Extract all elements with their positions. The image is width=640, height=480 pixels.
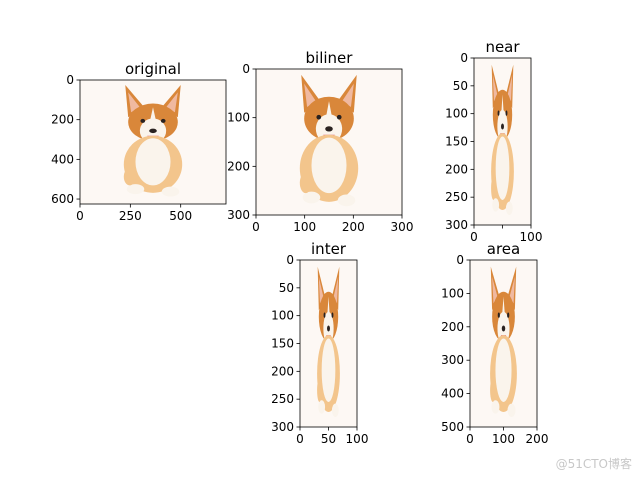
y-tick-label: 500 [441, 420, 464, 434]
x-tick-label: 0 [76, 209, 84, 223]
y-tick-label: 400 [441, 387, 464, 401]
x-tick-label: 100 [346, 432, 369, 446]
dog-image [80, 80, 226, 204]
x-tick-label: 200 [342, 220, 365, 234]
y-tick-label: 0 [66, 73, 74, 87]
y-tick-label: 250 [445, 190, 468, 204]
panel-inter: inter 0 50 100 0 50 100 150 200 250 300 [271, 240, 368, 446]
y-tick-label: 200 [227, 159, 250, 173]
y-tick-label: 150 [271, 337, 294, 351]
x-tick-label: 100 [520, 230, 543, 244]
y-tick-label: 100 [441, 286, 464, 300]
y-tick-label: 300 [271, 420, 294, 434]
watermark-text: @51CTO博客 [555, 457, 632, 471]
panel-area: area 0 100 200 0 100 200 300 400 500 [441, 240, 548, 446]
dog-image [474, 58, 531, 225]
y-tick-label: 300 [441, 353, 464, 367]
y-tick-label: 250 [271, 392, 294, 406]
y-tick-label: 50 [279, 281, 294, 295]
y-tick-label: 300 [227, 208, 250, 222]
y-tick-label: 300 [445, 218, 468, 232]
panel-title: biliner [306, 49, 354, 67]
panel-original: original 0 250 500 0 200 400 600 [51, 60, 227, 223]
y-tick-label: 0 [242, 62, 250, 76]
y-tick-label: 200 [445, 162, 468, 176]
x-tick-label: 100 [293, 220, 316, 234]
y-tick-label: 100 [227, 111, 250, 125]
x-tick-label: 500 [169, 209, 192, 223]
axes-frame [79, 79, 227, 205]
x-tick-label: 0 [296, 432, 304, 446]
panel-title: near [485, 38, 520, 56]
y-tick-label: 50 [453, 79, 468, 93]
x-tick-label: 200 [526, 432, 549, 446]
y-tick-label: 0 [460, 51, 468, 65]
panel-title: area [487, 240, 520, 258]
axes-frame [255, 68, 403, 216]
y-tick-label: 600 [51, 192, 74, 206]
y-tick-label: 150 [445, 135, 468, 149]
panel-near: near 0 100 0 50 100 150 200 250 300 [445, 38, 542, 244]
x-tick-label: 0 [252, 220, 260, 234]
dog-image [300, 260, 357, 427]
y-tick-label: 0 [456, 253, 464, 267]
y-tick-label: 200 [441, 320, 464, 334]
x-tick-label: 100 [492, 432, 515, 446]
dog-image [256, 69, 402, 215]
y-tick-label: 0 [286, 253, 294, 267]
x-tick-label: 0 [470, 230, 478, 244]
x-tick-label: 250 [119, 209, 142, 223]
y-tick-label: 200 [51, 113, 74, 127]
panel-title: inter [311, 240, 347, 258]
y-tick-label: 200 [271, 364, 294, 378]
x-tick-label: 50 [321, 432, 336, 446]
panel-title: original [125, 60, 181, 78]
x-tick-label: 300 [391, 220, 414, 234]
y-tick-label: 100 [445, 107, 468, 121]
y-tick-label: 400 [51, 152, 74, 166]
dog-image [470, 260, 537, 427]
x-tick-label: 0 [466, 432, 474, 446]
y-tick-label: 100 [271, 309, 294, 323]
